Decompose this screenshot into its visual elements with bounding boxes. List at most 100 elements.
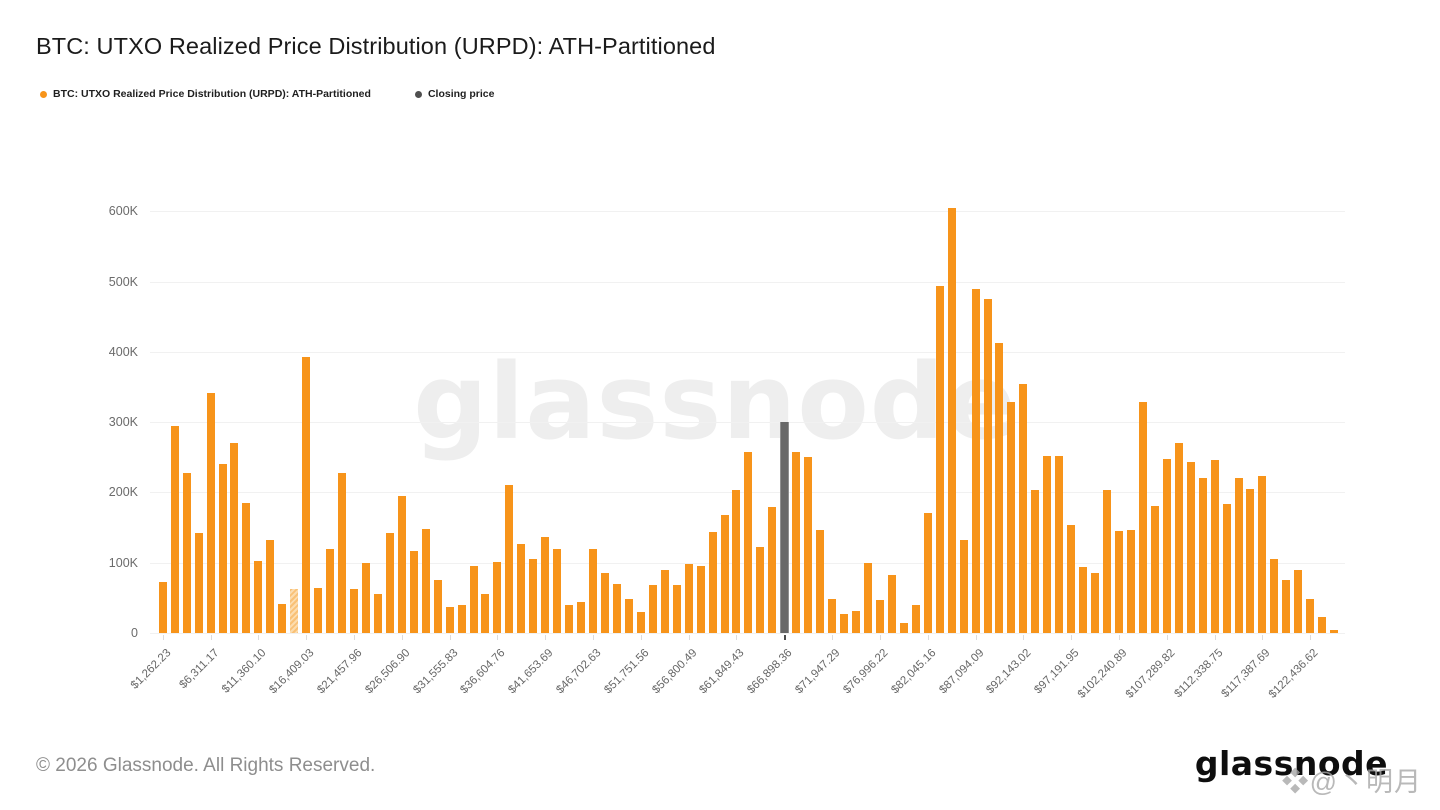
urpd-bar[interactable] bbox=[194, 532, 203, 633]
urpd-bar[interactable] bbox=[1318, 616, 1327, 633]
urpd-bar[interactable] bbox=[326, 548, 334, 633]
urpd-bar[interactable] bbox=[1114, 531, 1123, 633]
highlighted-bar[interactable] bbox=[290, 589, 299, 633]
urpd-bar[interactable] bbox=[505, 485, 514, 633]
urpd-bar[interactable] bbox=[397, 495, 406, 633]
urpd-bar[interactable] bbox=[852, 610, 860, 633]
urpd-bar[interactable] bbox=[995, 342, 1004, 633]
urpd-bar[interactable] bbox=[1222, 504, 1231, 633]
urpd-bar[interactable] bbox=[1234, 477, 1243, 633]
urpd-bar[interactable] bbox=[636, 611, 645, 633]
urpd-bar[interactable] bbox=[493, 562, 502, 633]
urpd-bar[interactable] bbox=[1330, 629, 1339, 633]
urpd-bar[interactable] bbox=[445, 607, 454, 633]
urpd-bar[interactable] bbox=[361, 562, 370, 633]
urpd-bar[interactable] bbox=[314, 588, 323, 633]
urpd-bar[interactable] bbox=[1150, 505, 1159, 633]
urpd-bar[interactable] bbox=[899, 622, 908, 633]
urpd-bar[interactable] bbox=[1246, 488, 1255, 633]
urpd-bar[interactable] bbox=[792, 451, 801, 633]
urpd-bar[interactable] bbox=[911, 604, 920, 633]
urpd-bar[interactable] bbox=[1031, 489, 1040, 633]
urpd-bar[interactable] bbox=[1126, 530, 1135, 633]
urpd-bar[interactable] bbox=[959, 539, 968, 633]
urpd-bar[interactable] bbox=[935, 286, 944, 633]
urpd-bar[interactable] bbox=[708, 531, 717, 633]
urpd-bar[interactable] bbox=[816, 529, 825, 633]
urpd-bar[interactable] bbox=[696, 565, 705, 633]
urpd-bar[interactable] bbox=[433, 580, 442, 633]
urpd-bar[interactable] bbox=[744, 451, 753, 633]
urpd-bar[interactable] bbox=[1007, 401, 1016, 633]
urpd-bar[interactable] bbox=[373, 593, 382, 633]
urpd-bar[interactable] bbox=[385, 532, 394, 633]
urpd-bar[interactable] bbox=[553, 549, 562, 633]
urpd-bar[interactable] bbox=[1282, 579, 1291, 633]
urpd-bar[interactable] bbox=[624, 598, 633, 633]
urpd-bar[interactable] bbox=[409, 550, 418, 633]
urpd-bar[interactable] bbox=[612, 583, 621, 633]
urpd-bar[interactable] bbox=[672, 585, 681, 633]
urpd-bar[interactable] bbox=[601, 573, 609, 633]
urpd-bar[interactable] bbox=[457, 604, 466, 633]
urpd-bar[interactable] bbox=[1103, 489, 1111, 633]
urpd-bar[interactable] bbox=[1043, 455, 1052, 633]
urpd-bar[interactable] bbox=[266, 540, 275, 633]
urpd-bar[interactable] bbox=[660, 569, 669, 633]
urpd-bar[interactable] bbox=[840, 614, 848, 633]
legend-item-urpd[interactable]: BTC: UTXO Realized Price Distribution (U… bbox=[40, 88, 371, 100]
urpd-bar[interactable] bbox=[469, 565, 478, 633]
urpd-bar[interactable] bbox=[971, 288, 980, 633]
urpd-bar[interactable] bbox=[1055, 455, 1064, 633]
urpd-bar[interactable] bbox=[732, 489, 741, 633]
urpd-bar[interactable] bbox=[1198, 478, 1207, 633]
urpd-bar[interactable] bbox=[648, 585, 657, 633]
urpd-bar[interactable] bbox=[242, 502, 251, 633]
urpd-bar[interactable] bbox=[302, 356, 311, 633]
urpd-bar[interactable] bbox=[218, 464, 227, 633]
urpd-bar[interactable] bbox=[206, 392, 215, 633]
urpd-bar[interactable] bbox=[278, 603, 287, 633]
urpd-bar[interactable] bbox=[517, 543, 526, 633]
urpd-bar[interactable] bbox=[1294, 570, 1303, 633]
urpd-bar[interactable] bbox=[230, 443, 239, 633]
urpd-bar[interactable] bbox=[923, 512, 932, 633]
urpd-bar[interactable] bbox=[589, 548, 597, 633]
urpd-bar[interactable] bbox=[875, 600, 884, 633]
urpd-bar[interactable] bbox=[481, 593, 490, 633]
urpd-bar[interactable] bbox=[529, 559, 538, 633]
urpd-bar[interactable] bbox=[947, 207, 956, 633]
urpd-bar[interactable] bbox=[1091, 573, 1099, 633]
urpd-bar[interactable] bbox=[983, 299, 992, 633]
urpd-bar[interactable] bbox=[828, 599, 837, 633]
urpd-bar[interactable] bbox=[170, 425, 179, 633]
urpd-bar[interactable] bbox=[720, 514, 729, 633]
urpd-bar[interactable] bbox=[1258, 476, 1267, 633]
urpd-bar[interactable] bbox=[1186, 461, 1195, 633]
urpd-bar[interactable] bbox=[565, 604, 574, 633]
urpd-bar[interactable] bbox=[1067, 525, 1076, 633]
urpd-bar[interactable] bbox=[1306, 599, 1315, 633]
urpd-bar[interactable] bbox=[768, 506, 777, 633]
urpd-bar[interactable] bbox=[1019, 384, 1028, 633]
urpd-bar[interactable] bbox=[1138, 402, 1147, 633]
closing-price-bar[interactable] bbox=[779, 422, 789, 633]
urpd-bar[interactable] bbox=[182, 472, 191, 633]
urpd-bar[interactable] bbox=[756, 547, 765, 633]
legend-item-closing-price[interactable]: Closing price bbox=[414, 88, 494, 100]
urpd-bar[interactable] bbox=[338, 473, 346, 633]
urpd-bar[interactable] bbox=[349, 589, 358, 633]
urpd-bar[interactable] bbox=[684, 564, 693, 633]
urpd-bar[interactable] bbox=[1270, 558, 1279, 633]
urpd-bar[interactable] bbox=[863, 562, 872, 633]
urpd-bar[interactable] bbox=[158, 582, 167, 633]
urpd-bar[interactable] bbox=[1210, 460, 1219, 633]
urpd-bar[interactable] bbox=[887, 575, 896, 633]
urpd-bar[interactable] bbox=[421, 529, 430, 633]
urpd-bar[interactable] bbox=[1174, 443, 1183, 633]
urpd-bar[interactable] bbox=[1162, 458, 1171, 633]
urpd-bar[interactable] bbox=[577, 602, 586, 633]
urpd-bar[interactable] bbox=[1079, 566, 1088, 633]
urpd-bar[interactable] bbox=[804, 457, 813, 634]
urpd-bar[interactable] bbox=[254, 560, 263, 633]
